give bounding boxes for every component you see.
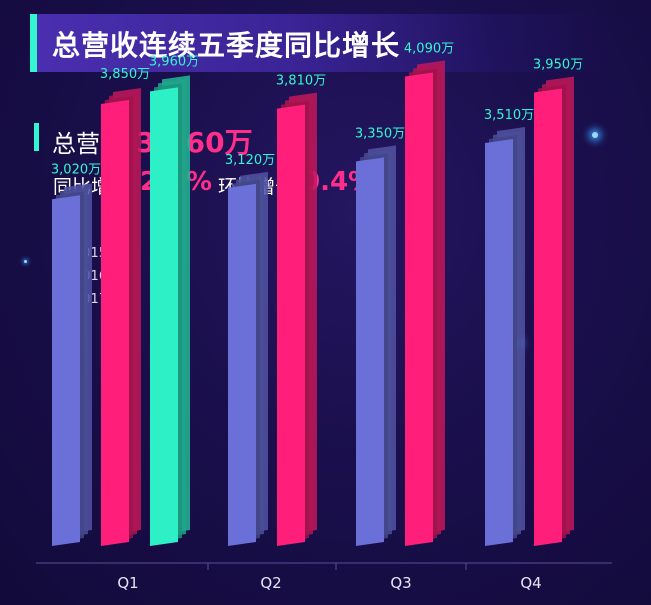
data-label-q2-2016年: 3,810万 bbox=[276, 74, 326, 89]
data-label-q1-2015年: 3,020万 bbox=[51, 162, 101, 177]
bar-q1-2016年 bbox=[101, 100, 129, 547]
data-label-q4-2015年: 3,510万 bbox=[484, 108, 534, 123]
x-tick-label-Q1: Q1 bbox=[117, 574, 138, 592]
kpi-accent-bar bbox=[34, 123, 39, 151]
glow-star bbox=[24, 260, 27, 263]
bar-q3-2015年 bbox=[356, 157, 384, 547]
data-label-q4-2016年: 3,950万 bbox=[533, 58, 583, 73]
bar-q1-2017年 bbox=[150, 87, 178, 546]
data-label-q1-2016年: 3,850万 bbox=[100, 67, 150, 82]
data-label-q2-2015年: 3,120万 bbox=[225, 153, 275, 168]
glow-star bbox=[592, 132, 598, 138]
x-tick-label-Q4: Q4 bbox=[520, 574, 541, 592]
title-accent-bar bbox=[30, 14, 37, 72]
bar-q3-2016年 bbox=[405, 72, 433, 546]
x-tick-label-Q3: Q3 bbox=[390, 574, 411, 592]
title-bar bbox=[30, 14, 610, 72]
bar-q2-2016年 bbox=[277, 104, 305, 546]
data-label-q3-2015年: 3,350万 bbox=[355, 126, 405, 141]
bar-q1-2015年 bbox=[52, 195, 80, 546]
bar-q4-2015年 bbox=[485, 139, 513, 546]
page-title: 总营收连续五季度同比增长 bbox=[52, 29, 401, 62]
bar-q4-2016年 bbox=[534, 88, 562, 546]
x-tick-label-Q2: Q2 bbox=[260, 574, 281, 592]
data-label-q1-2017年: 3,960万 bbox=[149, 54, 199, 69]
bar-q2-2015年 bbox=[228, 183, 256, 546]
data-label-q3-2016年: 4,090万 bbox=[404, 41, 454, 56]
